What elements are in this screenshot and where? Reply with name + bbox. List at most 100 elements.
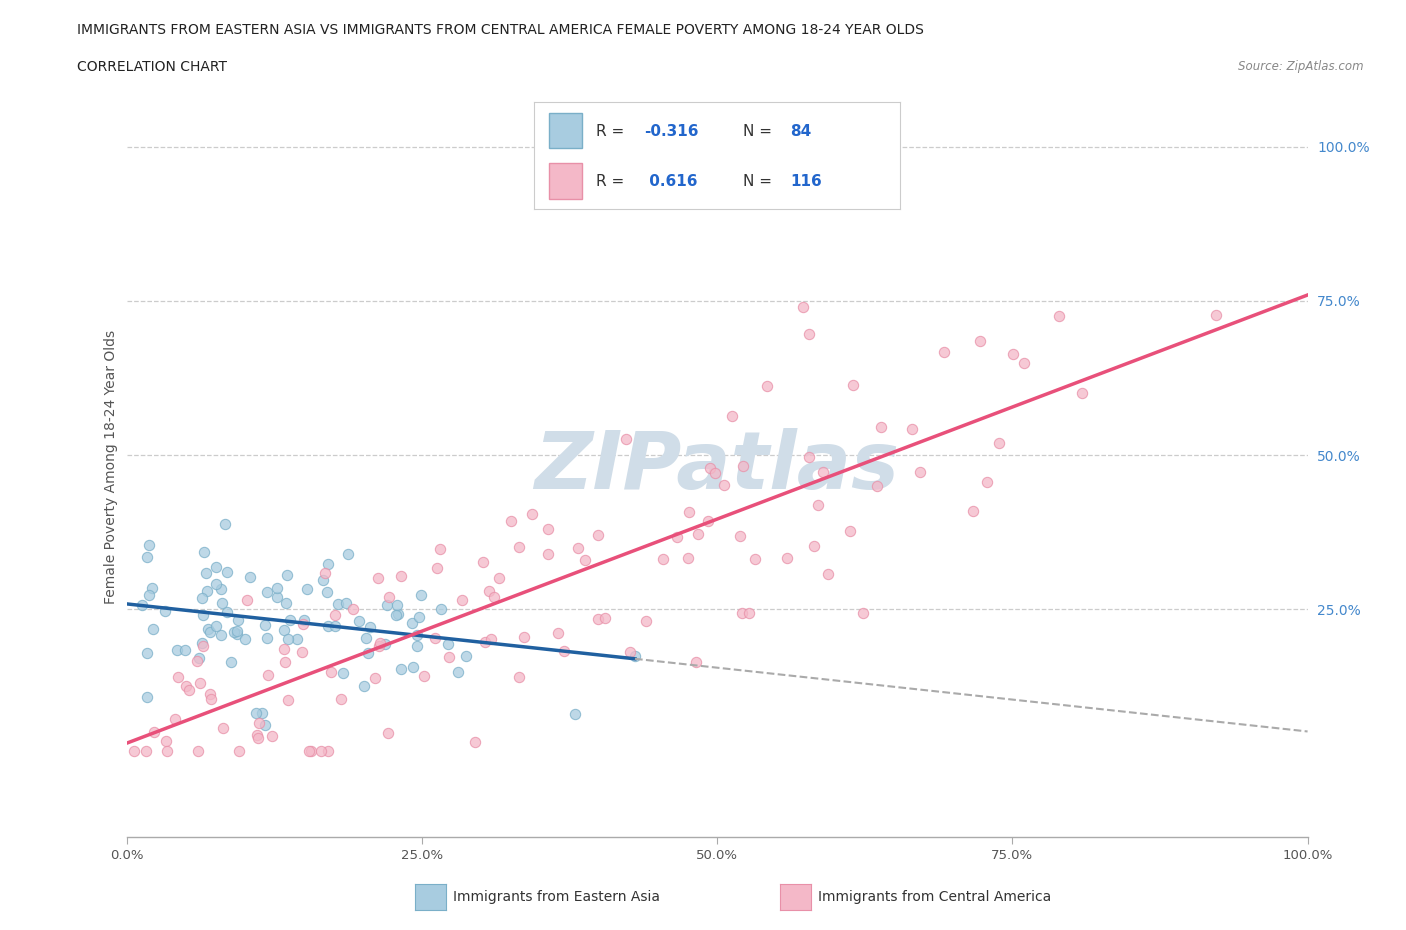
Point (408, 610, 430, 625)
Point (508, 539, 530, 554)
Point (865, 478, 887, 493)
Point (200, 692, 222, 707)
Point (225, 627, 247, 642)
Point (508, 670, 530, 684)
Point (447, 665, 470, 680)
Point (235, 592, 257, 607)
Point (962, 503, 984, 518)
Point (167, 670, 190, 684)
Point (636, 613, 658, 628)
Point (430, 602, 453, 617)
Point (738, 605, 761, 620)
Text: N =: N = (742, 124, 776, 139)
Point (252, 706, 274, 721)
Point (437, 636, 460, 651)
Text: 0.616: 0.616 (644, 174, 697, 189)
Point (292, 617, 315, 631)
Point (811, 465, 834, 480)
Point (696, 514, 718, 529)
Point (385, 608, 408, 623)
Point (357, 645, 380, 660)
Point (870, 419, 893, 434)
Point (188, 650, 211, 665)
Point (426, 561, 449, 576)
Point (191, 635, 214, 650)
Point (614, 432, 637, 446)
Point (797, 326, 820, 341)
Point (387, 606, 409, 621)
Point (215, 565, 238, 579)
Point (274, 595, 297, 610)
Point (245, 727, 267, 742)
Point (309, 743, 332, 758)
Point (191, 638, 214, 653)
Point (131, 598, 153, 613)
Point (364, 671, 387, 685)
Point (312, 573, 335, 588)
Point (776, 551, 799, 565)
Point (713, 478, 735, 493)
Point (273, 642, 295, 657)
Point (285, 631, 308, 646)
Point (214, 517, 236, 532)
Point (908, 464, 931, 479)
Point (266, 580, 288, 595)
Point (1071, 385, 1094, 400)
Point (586, 612, 609, 627)
Point (292, 612, 315, 627)
Point (755, 379, 778, 393)
Point (254, 718, 277, 733)
Point (367, 571, 389, 586)
Text: R =: R = (596, 124, 630, 139)
Bar (548, 164, 582, 199)
Point (478, 584, 501, 599)
Point (666, 530, 689, 545)
Point (266, 590, 288, 604)
Point (624, 648, 647, 663)
Point (652, 551, 675, 566)
Point (135, 645, 157, 660)
Point (278, 612, 301, 627)
Point (191, 591, 214, 605)
Point (1047, 309, 1070, 324)
Point (792, 299, 814, 314)
Point (332, 666, 354, 681)
Point (233, 631, 256, 646)
Point (474, 635, 496, 650)
Point (209, 582, 232, 597)
Point (412, 669, 434, 684)
Point (969, 334, 991, 349)
Point (553, 644, 575, 658)
Point (205, 577, 228, 591)
Point (513, 630, 536, 644)
Point (316, 743, 339, 758)
Point (245, 706, 267, 721)
Point (841, 378, 863, 392)
Point (155, 734, 177, 749)
Text: Immigrants from Central America: Immigrants from Central America (818, 889, 1052, 904)
Point (135, 550, 157, 565)
Point (619, 644, 641, 659)
Point (703, 466, 725, 481)
Point (166, 643, 188, 658)
Point (471, 554, 494, 569)
Point (406, 639, 429, 654)
Point (817, 566, 839, 581)
Point (564, 706, 586, 721)
Point (464, 735, 486, 750)
Point (122, 743, 145, 758)
Point (198, 625, 221, 640)
Point (262, 729, 284, 744)
Point (198, 687, 221, 702)
Point (368, 636, 391, 651)
Point (277, 693, 299, 708)
Point (191, 608, 214, 623)
Point (547, 626, 569, 641)
Point (257, 667, 280, 682)
Point (797, 449, 820, 464)
Point (326, 597, 349, 612)
Point (595, 610, 617, 625)
Point (246, 731, 269, 746)
Point (678, 505, 700, 520)
Point (209, 628, 232, 643)
